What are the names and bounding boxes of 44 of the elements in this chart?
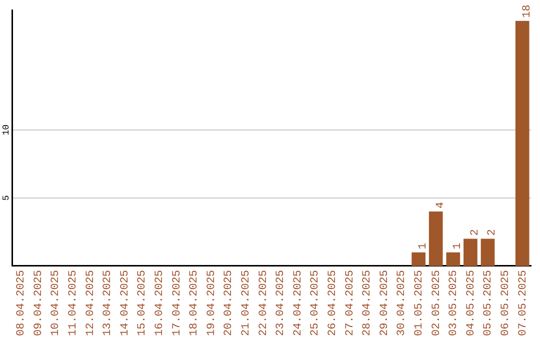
x-tick-label: 13.04.2025 — [102, 270, 114, 336]
x-tick-label: 21.04.2025 — [240, 270, 252, 336]
x-tick-label: 29.04.2025 — [378, 270, 391, 336]
x-tick-label: 03.05.2025 — [448, 270, 460, 336]
y-tick-label: 10 — [1, 124, 12, 136]
data-label: 4 — [434, 202, 447, 209]
x-tick-label: 30.04.2025 — [396, 270, 408, 336]
x-tick-label: 22.04.2025 — [258, 270, 270, 336]
x-tick-label: 15.04.2025 — [136, 270, 149, 336]
bar — [515, 20, 530, 266]
bar — [446, 252, 460, 266]
x-tick-label: 14.04.2025 — [119, 270, 132, 336]
x-tick-label: 24.04.2025 — [292, 270, 304, 336]
x-tick-label: 27.04.2025 — [344, 270, 356, 336]
data-label: 2 — [469, 229, 482, 236]
x-tick-label: 09.04.2025 — [32, 270, 45, 336]
bar — [412, 252, 426, 266]
x-tick-label: 12.04.2025 — [84, 270, 97, 336]
x-tick-label: 05.05.2025 — [482, 270, 495, 336]
bar — [428, 212, 443, 266]
bar — [464, 238, 478, 266]
x-tick-label: 10.04.2025 — [50, 270, 62, 336]
x-tick-label: 02.05.2025 — [430, 270, 443, 336]
x-tick-label: 28.04.2025 — [362, 270, 374, 336]
x-tick-label: 01.05.2025 — [413, 270, 426, 336]
x-tick-label: 23.04.2025 — [275, 270, 288, 336]
data-label: 1 — [417, 242, 430, 250]
data-label: 2 — [486, 229, 499, 236]
x-tick-label: 17.04.2025 — [171, 270, 184, 336]
x-tick-label: 26.04.2025 — [326, 270, 339, 336]
y-tick-label: 5 — [1, 195, 12, 201]
x-tick-label: 16.04.2025 — [154, 270, 166, 336]
x-tick-label: 18.04.2025 — [188, 270, 201, 336]
x-tick-label: 11.04.2025 — [67, 270, 80, 336]
data-label: 1 — [452, 242, 464, 250]
x-tick-label: 07.05.2025 — [517, 270, 530, 336]
bar — [480, 238, 495, 266]
x-tick-label: 25.04.2025 — [310, 270, 322, 336]
x-tick-label: 20.04.2025 — [223, 270, 236, 336]
data-label: 18 — [521, 4, 534, 18]
x-tick-label: 04.05.2025 — [465, 270, 478, 336]
x-tick-label: 19.04.2025 — [206, 270, 218, 336]
x-tick-label: 08.04.2025 — [16, 270, 28, 336]
x-tick-label: 06.05.2025 — [500, 270, 512, 336]
